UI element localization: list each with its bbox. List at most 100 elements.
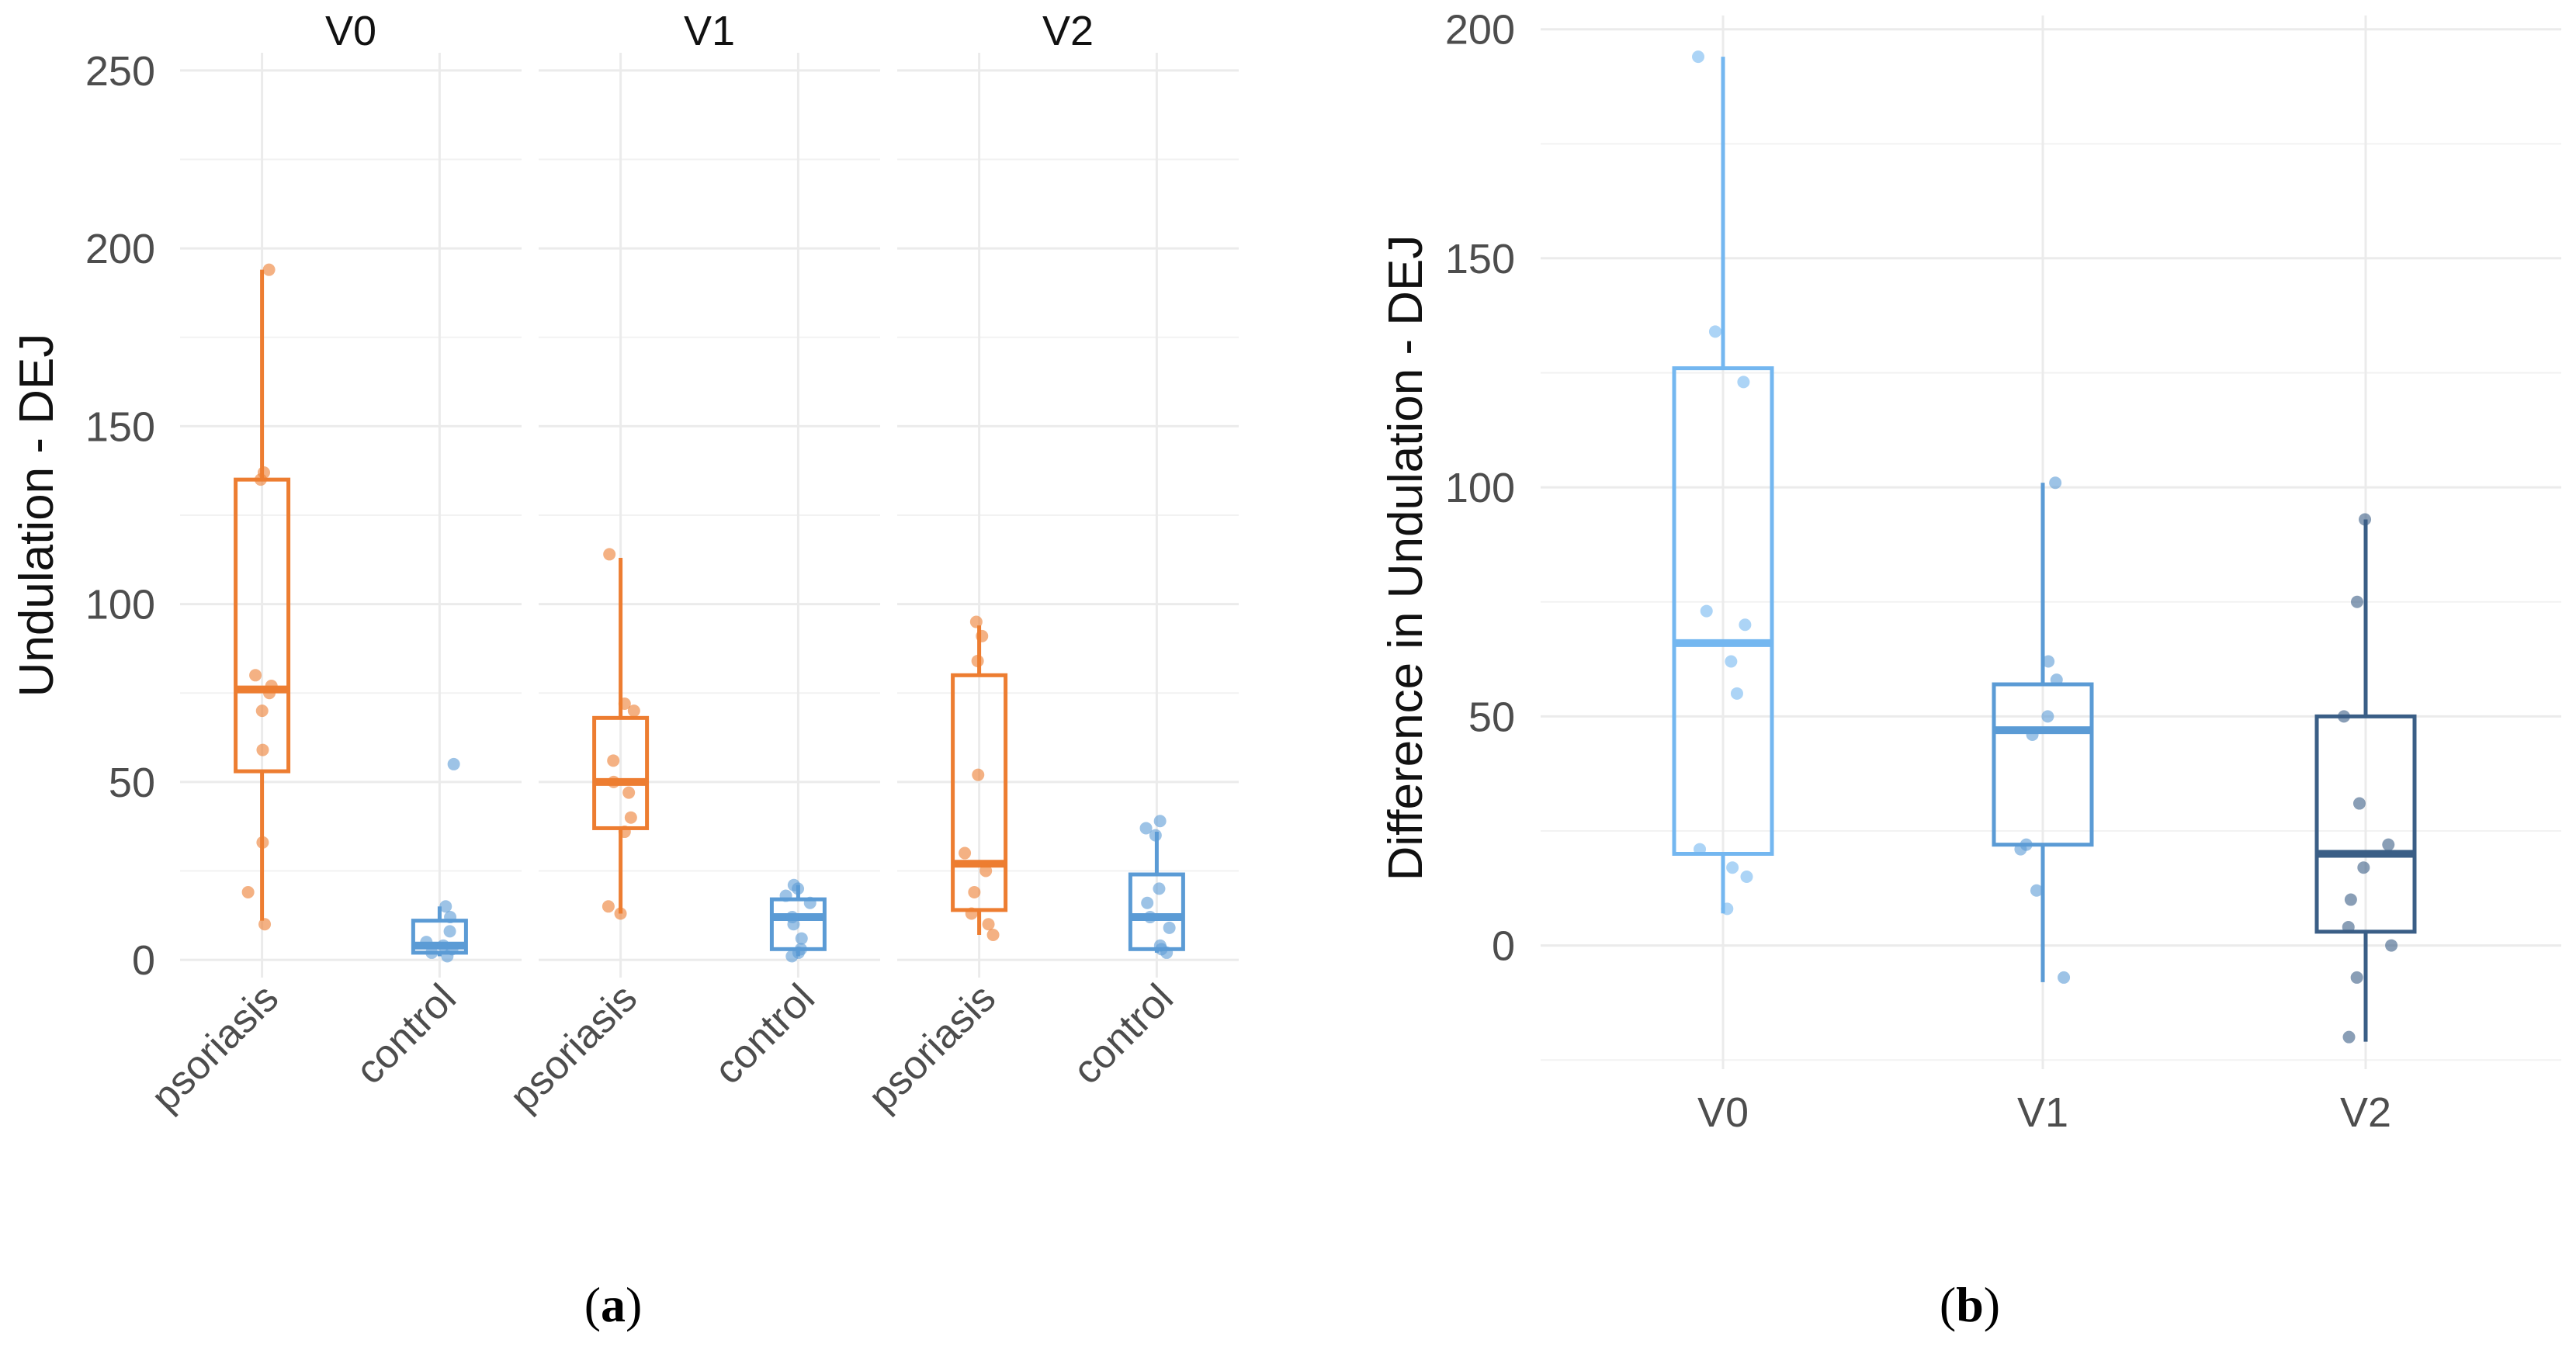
panel-b-V0-box: [1672, 366, 1774, 856]
panel-a-V0-psoriasis-point: [255, 704, 269, 718]
panel-a-xtick-label: control: [1065, 975, 1182, 1092]
panel-a-V2-control-point: [1141, 896, 1154, 909]
panel-b-V1-point: [2050, 673, 2063, 687]
panel-a-V1-control-point: [787, 918, 800, 931]
panel-b-xtick-label: V0: [1697, 1089, 1749, 1136]
panel-a-V2-psoriasis-point: [976, 629, 989, 642]
panel-a-caption: (a): [584, 1277, 643, 1332]
panel-b-V2-point: [2342, 920, 2355, 933]
panel-b-V1-point: [2026, 728, 2039, 741]
panel-a-V0-control-point: [425, 946, 439, 959]
panel-a-ytick-label: 150: [85, 403, 155, 450]
panel-a-V2-psoriasis-point: [979, 864, 993, 878]
panel-a-V2-psoriasis-point: [959, 846, 972, 860]
panel-a-V2-control-point: [1143, 911, 1156, 924]
panel-a-xtick-label: psoriasis: [143, 975, 287, 1120]
panel-a-V0-control-point: [441, 950, 454, 963]
panel-a-xtick-label: control: [706, 975, 823, 1092]
panel-b-V2-point: [2385, 939, 2398, 952]
panel-b-V1-point: [2058, 971, 2071, 984]
panel-a-V0-psoriasis-point: [249, 669, 262, 682]
panel-a-V2-control-point: [1160, 946, 1174, 959]
panel-a-V1-control-point: [779, 889, 792, 902]
panel-a-V2-control-point: [1163, 921, 1176, 934]
panel-a-V1-control-point: [803, 896, 816, 909]
panel-a-V1-psoriasis-point: [618, 826, 631, 839]
panel-a-V1-control-point: [785, 950, 799, 963]
panel-b-V2-point: [2350, 595, 2363, 608]
panel-a-V2-psoriasis-box: [951, 673, 1008, 912]
panel-b-xtick-label: V1: [2017, 1089, 2068, 1136]
panel-a-V0-control-box: [411, 919, 468, 955]
panel-a-V1-psoriasis-point: [624, 811, 637, 824]
panel-a-V0-psoriasis-point: [263, 687, 276, 700]
panel-a-facet-title: V0: [325, 8, 376, 54]
panel-b-V1-point: [2014, 843, 2027, 856]
panel-b-V1-box: [1992, 682, 2094, 847]
panel-b-V0-point: [1737, 376, 1750, 389]
panel-a-xtick-label: psoriasis: [501, 975, 646, 1120]
panel-a-V2-control-point: [1153, 882, 1166, 895]
panel-a-V2-psoriasis-point: [986, 928, 1000, 941]
panel-a-V0-control-point: [443, 925, 456, 938]
panel-a-V0-psoriasis-point: [241, 885, 255, 898]
panel-b-V2-box: [2314, 714, 2417, 934]
panel-a-facet-title: V2: [1042, 8, 1094, 54]
panel-b-ytick-label: 150: [1445, 236, 1515, 282]
panel-b-caption: (b): [1940, 1277, 2000, 1332]
panel-a-V1-control-point: [795, 932, 808, 945]
panel-a-V2-psoriasis-point: [968, 885, 981, 898]
panel-a-ytick-label: 200: [85, 226, 155, 272]
panel-b-V0-point: [1692, 50, 1705, 64]
panel-a-ytick-label: 100: [85, 582, 155, 628]
panel-a-V0-control-point: [444, 911, 457, 924]
panel-b-ylabel: Difference in Undulation - DEJ: [1379, 235, 1433, 881]
panel-a-ytick-label: 50: [109, 760, 155, 806]
panel-a-V0-control-point: [420, 936, 433, 949]
panel-a-xtick-label: psoriasis: [860, 975, 1004, 1120]
panel-b-ytick-label: 200: [1445, 7, 1515, 54]
panel-a-xtick-label: control: [348, 975, 465, 1092]
panel-a-V1-psoriasis-point: [618, 697, 631, 710]
panel-b-V0-point: [1700, 604, 1713, 618]
panel-a-V2-control-point: [1139, 822, 1153, 835]
panel-b-xtick-label: V2: [2340, 1089, 2391, 1136]
panel-b-V2-point: [2337, 710, 2350, 723]
panel-a-V2-psoriasis-point: [969, 615, 983, 628]
panel-a-V0-control-point: [439, 900, 452, 913]
panel-b-V0-point: [1708, 325, 1721, 338]
panel-a-V0-psoriasis-point: [258, 918, 272, 931]
panel-a-facet-title: V1: [684, 8, 735, 54]
panel-a-ylabel: Undulation - DEJ: [10, 334, 64, 698]
panel-a-V1-psoriasis-point: [602, 900, 615, 913]
panel-a-V1-psoriasis-point: [622, 786, 636, 799]
panel-b-V0-point: [1739, 618, 1752, 632]
panel-b-V1-point: [2042, 655, 2055, 668]
panel-b-V2-point: [2344, 893, 2357, 906]
panel-b-V1-point: [2030, 884, 2043, 897]
panel-a-V2-psoriasis-point: [982, 918, 995, 931]
panel-a-V0-psoriasis-point: [262, 263, 276, 276]
panel-b-V2-point: [2350, 971, 2363, 984]
panel-a-V2-psoriasis-point: [971, 654, 984, 667]
panel-a-V2-control-point: [1153, 815, 1167, 828]
panel-b-V1-point: [2049, 476, 2062, 490]
panel-a-V1-control-point: [792, 882, 805, 895]
panel-b-V0-point: [1725, 655, 1738, 668]
panel-a-V0-psoriasis-point: [256, 743, 269, 756]
panel-b-V0-point: [1721, 902, 1734, 916]
panel-b-ytick-label: 50: [1468, 694, 1515, 740]
panel-b-V0-point: [1694, 843, 1707, 856]
panel-b-V2-point: [2352, 797, 2366, 810]
panel-a-V1-psoriasis-point: [607, 754, 620, 767]
panel-b-V1-point: [2041, 710, 2054, 723]
panel-a-V1-psoriasis-point: [627, 704, 640, 718]
panel-b-V0-point: [1730, 687, 1743, 700]
panel-a-V2-control-point: [1149, 829, 1162, 842]
panel-a-V1-psoriasis-point: [603, 548, 616, 561]
panel-b-V2-point: [2359, 513, 2372, 526]
panel-b-V0-point: [1726, 861, 1739, 874]
panel-b-V2-point: [2357, 861, 2370, 874]
panel-b-V2-point: [2382, 838, 2395, 851]
